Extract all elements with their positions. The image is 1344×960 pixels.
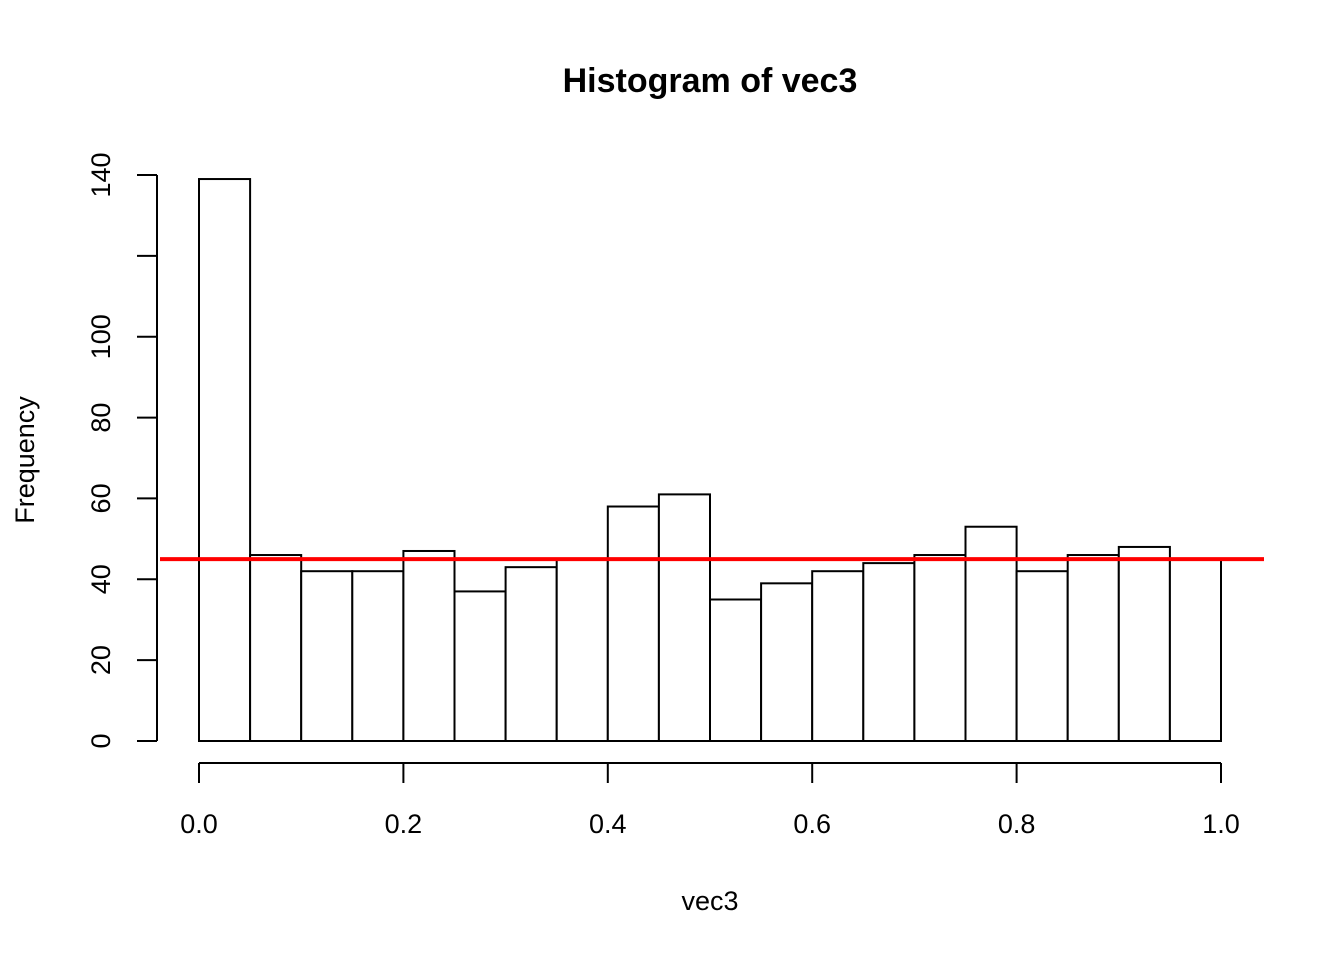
y-tick-label: 60 <box>86 483 116 513</box>
histogram-bar <box>760 582 814 742</box>
y-axis-label: Frequency <box>10 396 40 524</box>
histogram-bar <box>453 590 507 743</box>
histogram-bar <box>913 554 967 742</box>
x-tick-label: 0.4 <box>589 809 627 839</box>
histogram-bar <box>300 570 354 743</box>
histogram-bar <box>657 493 712 742</box>
y-axis: 0 20 40 60 80 100 140 <box>86 152 158 749</box>
y-tick-label: 20 <box>86 645 116 675</box>
y-tick-label: 100 <box>86 314 116 359</box>
histogram-bar <box>1117 545 1171 743</box>
histogram-bar <box>964 525 1018 742</box>
y-tick-label: 80 <box>86 403 116 433</box>
histogram-bar <box>402 549 456 742</box>
x-axis-label: vec3 <box>681 886 738 916</box>
histogram-bar <box>606 505 660 742</box>
histogram-bar <box>1015 570 1069 743</box>
bars-group <box>198 178 1223 743</box>
y-tick-label: 140 <box>86 152 116 197</box>
histogram-bar <box>1066 554 1120 742</box>
x-tick-label: 0.0 <box>180 809 218 839</box>
x-tick-label: 1.0 <box>1202 809 1240 839</box>
histogram-bar <box>198 178 252 743</box>
histogram-bar <box>811 570 865 743</box>
x-axis: 0.0 0.2 0.4 0.6 0.8 1.0 <box>180 762 1240 839</box>
histogram-bar <box>1168 558 1223 742</box>
histogram-bar <box>249 554 303 742</box>
x-tick-label: 0.2 <box>385 809 423 839</box>
chart-title: Histogram of vec3 <box>563 62 858 100</box>
histogram-bar <box>709 598 763 742</box>
y-tick-label: 40 <box>86 564 116 594</box>
histogram-bar <box>504 566 558 743</box>
x-tick-label: 0.8 <box>998 809 1036 839</box>
histogram-bar <box>862 562 916 742</box>
x-tick-label: 0.6 <box>793 809 831 839</box>
histogram-bar <box>351 570 405 743</box>
histogram-bar <box>555 558 609 742</box>
y-tick-label: 0 <box>86 733 116 748</box>
